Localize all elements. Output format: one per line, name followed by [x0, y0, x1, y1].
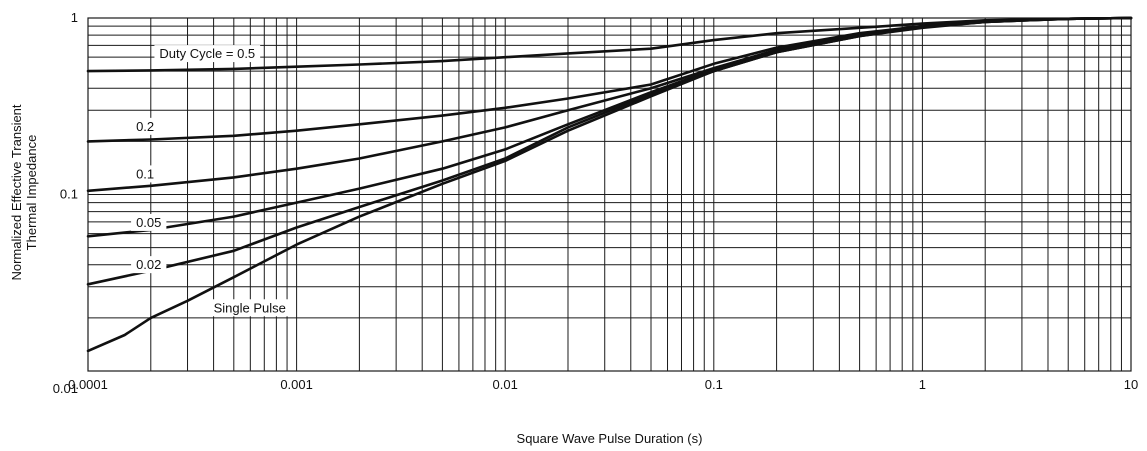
plot-frame [87, 17, 1132, 372]
x-tick-label: 10 [1124, 377, 1138, 392]
x-tick-label: 0.01 [493, 377, 518, 392]
curve-label: 0.2 [131, 117, 160, 135]
x-tick-label: 0.1 [705, 377, 723, 392]
grid [87, 18, 1131, 372]
x-tick-labels: 0.0001 0.001 0.01 0.1 1 10 [68, 377, 1138, 392]
curve-label-text: 0.1 [136, 166, 154, 181]
y-axis-title-line-2: Thermal Impedance [24, 135, 39, 251]
curve-0-2 [86, 16, 1133, 143]
curve-duty-cycle-0-5 [86, 16, 1133, 73]
x-axis-title: Square Wave Pulse Duration (s) [517, 431, 703, 446]
curves [86, 16, 1133, 353]
y-tick-label: 0.01 [53, 381, 78, 396]
curve-label-background [131, 165, 160, 183]
curve-label-text: 0.2 [136, 119, 154, 134]
y-tick-label: 1 [71, 10, 78, 25]
x-tick-label: 1 [919, 377, 926, 392]
curve-label-background [131, 256, 167, 274]
curve-label-text: Single Pulse [214, 300, 286, 315]
curve-single-pulse [86, 16, 1133, 353]
curve-label-text: 0.05 [136, 215, 161, 230]
y-axis-title-line-1: Normalized Effective Transient [9, 104, 24, 280]
curve-label: Single Pulse [208, 299, 291, 317]
curve-label: 0.1 [131, 165, 160, 183]
curve-label-text: 0.02 [136, 257, 161, 272]
y-tick-label: 0.1 [60, 187, 78, 202]
y-tick-labels: 0.01 0.1 1 [53, 10, 78, 396]
curve-labels: Duty Cycle = 0.5 0.2 0.1 0.05 0.02 Single Pul… [131, 45, 291, 317]
curve-label-background [131, 117, 160, 135]
x-tick-label: 0.0001 [68, 377, 108, 392]
x-tick-label: 0.001 [280, 377, 313, 392]
curve-0-1 [86, 16, 1133, 193]
curve-label-background [154, 45, 261, 63]
curve-label-text: Duty Cycle = 0.5 [159, 46, 255, 61]
curve-label: Duty Cycle = 0.5 [154, 45, 261, 63]
curve-label-background [208, 299, 291, 317]
curve-label: 0.05 [131, 213, 167, 231]
curve-label: 0.02 [131, 256, 167, 274]
y-axis-title: Normalized Effective Transient Thermal I… [9, 104, 39, 280]
curve-label-background [131, 213, 167, 231]
